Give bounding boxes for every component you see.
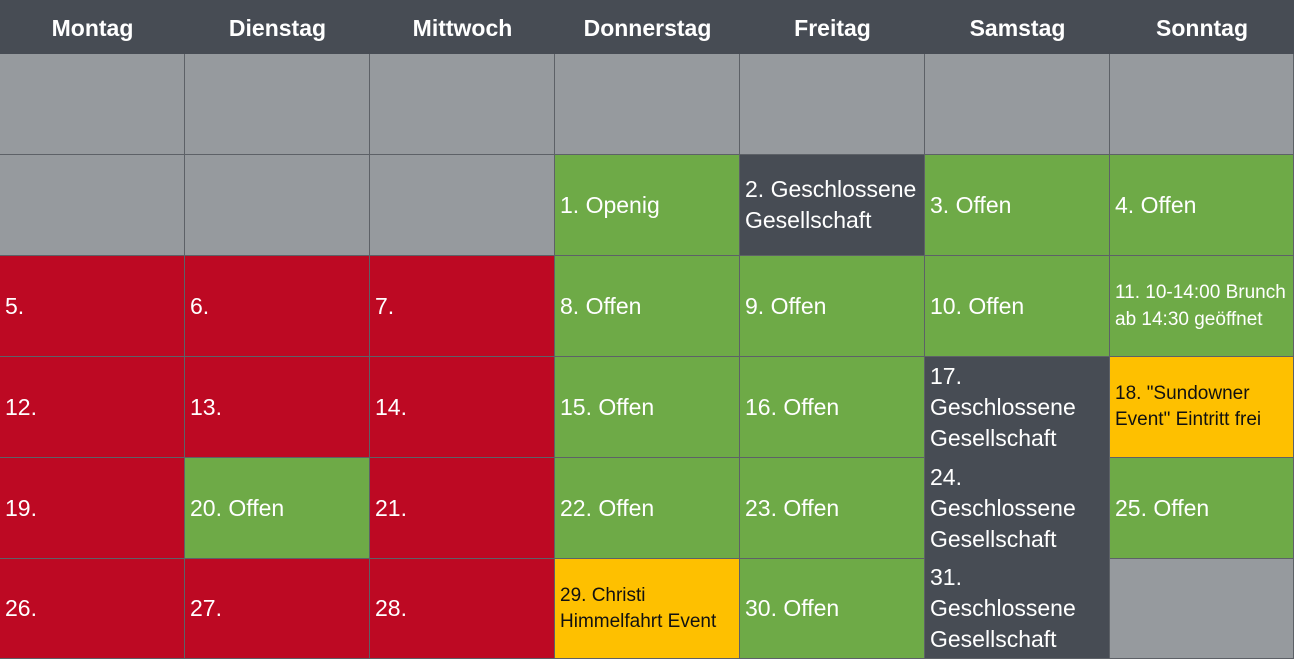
day-cell-22: 22. Offen (555, 458, 740, 559)
day-label: 6. (190, 292, 210, 319)
day-label: 30. Offen (745, 595, 840, 621)
day-cell-8: 8. Offen (555, 256, 740, 357)
empty-cell (185, 155, 370, 256)
day-label: 27. (190, 595, 222, 621)
empty-cell (0, 155, 185, 256)
day-cell-16: 16. Offen (740, 357, 925, 458)
day-cell-29: 29. Christi Himmelfahrt Event (555, 559, 740, 659)
day-cell-31: 31. Geschlossene Gesellschaft (925, 559, 1110, 659)
day-label: 26. (5, 595, 37, 621)
day-cell-14: 14. (370, 357, 555, 458)
header-dienstag: Dienstag (228, 15, 327, 41)
day-cell-17: 17. Geschlossene Gesellschaft (925, 357, 1110, 458)
day-label: 9. Offen (745, 292, 827, 319)
day-label: 10. Offen (930, 292, 1025, 319)
day-cell-15: 15. Offen (555, 357, 740, 458)
day-cell-2: 2. Geschlossene Gesellschaft (740, 155, 925, 256)
day-label: 22. Offen (560, 494, 655, 521)
day-label: 23. Offen (745, 494, 840, 521)
day-cell-30: 30. Offen (740, 559, 925, 659)
calendar-grid: 1. Openig 2. Geschlossene Gesellschaft 3… (0, 54, 1294, 659)
day-label: 5. (5, 292, 25, 319)
day-cell-4: 4. Offen (1110, 155, 1294, 256)
weekday-header: Montag Dienstag Mittwoch Donnerstag Frei… (0, 0, 1294, 54)
day-cell-20: 20. Offen (185, 458, 370, 559)
day-cell-27: 27. (185, 559, 370, 659)
empty-cell (1110, 559, 1294, 659)
day-label: 19. (5, 494, 37, 521)
day-cell-23: 23. Offen (740, 458, 925, 559)
day-label: 8. Offen (560, 292, 642, 319)
day-label: 2. Geschlossene Gesellschaft (745, 176, 917, 233)
day-cell-9: 9. Offen (740, 256, 925, 357)
day-label: 13. (190, 393, 222, 420)
header-sonntag: Sonntag (1156, 15, 1248, 41)
day-label: 31. Geschlossene Gesellschaft (930, 564, 1076, 652)
day-cell-6: 6. (185, 256, 370, 357)
day-cell-13: 13. (185, 357, 370, 458)
day-label: 25. Offen (1115, 494, 1210, 521)
day-cell-28: 28. (370, 559, 555, 659)
day-label: 20. Offen (190, 494, 285, 521)
header-samstag: Samstag (969, 15, 1066, 41)
day-cell-11: 11. 10-14:00 Brunch ab 14:30 geöffnet (1110, 256, 1294, 357)
empty-cell (555, 54, 740, 155)
day-label: 4. Offen (1115, 191, 1197, 218)
day-label: 21. (375, 494, 407, 521)
day-cell-21: 21. (370, 458, 555, 559)
day-cell-19: 19. (0, 458, 185, 559)
empty-cell (1110, 54, 1294, 155)
day-label: 14. (375, 393, 407, 420)
day-label: 1. Openig (560, 191, 660, 218)
day-cell-24: 24. Geschlossene Gesellschaft (925, 458, 1110, 559)
day-label: 3. Offen (930, 191, 1012, 218)
day-label: 16. Offen (745, 393, 840, 420)
day-cell-26: 26. (0, 559, 185, 659)
empty-cell (0, 54, 185, 155)
empty-cell (740, 54, 925, 155)
day-cell-18: 18. "Sundowner Event" Eintritt frei (1110, 357, 1294, 458)
empty-cell (370, 155, 555, 256)
day-label: 15. Offen (560, 393, 655, 420)
day-label: 12. (5, 393, 37, 420)
header-donnerstag: Donnerstag (583, 15, 712, 41)
day-cell-3: 3. Offen (925, 155, 1110, 256)
day-cell-12: 12. (0, 357, 185, 458)
day-label: 17. Geschlossene Gesellschaft (930, 363, 1076, 451)
day-cell-25: 25. Offen (1110, 458, 1294, 559)
empty-cell (925, 54, 1110, 155)
day-cell-7: 7. (370, 256, 555, 357)
header-mittwoch: Mittwoch (412, 15, 513, 41)
day-cell-1: 1. Openig (555, 155, 740, 256)
day-label: 28. (375, 595, 407, 621)
header-freitag: Freitag (794, 15, 871, 41)
empty-cell (370, 54, 555, 155)
day-label: 18. "Sundowner Event" Eintritt frei (1115, 383, 1262, 430)
empty-cell (185, 54, 370, 155)
header-montag: Montag (51, 15, 134, 41)
day-label: 24. Geschlossene Gesellschaft (930, 464, 1076, 552)
day-label: 11. 10-14:00 Brunch ab 14:30 geöffnet (1115, 282, 1286, 330)
day-cell-5: 5. (0, 256, 185, 357)
day-cell-10: 10. Offen (925, 256, 1110, 357)
day-label: 29. Christi Himmelfahrt Event (560, 584, 717, 632)
day-label: 7. (375, 292, 395, 319)
